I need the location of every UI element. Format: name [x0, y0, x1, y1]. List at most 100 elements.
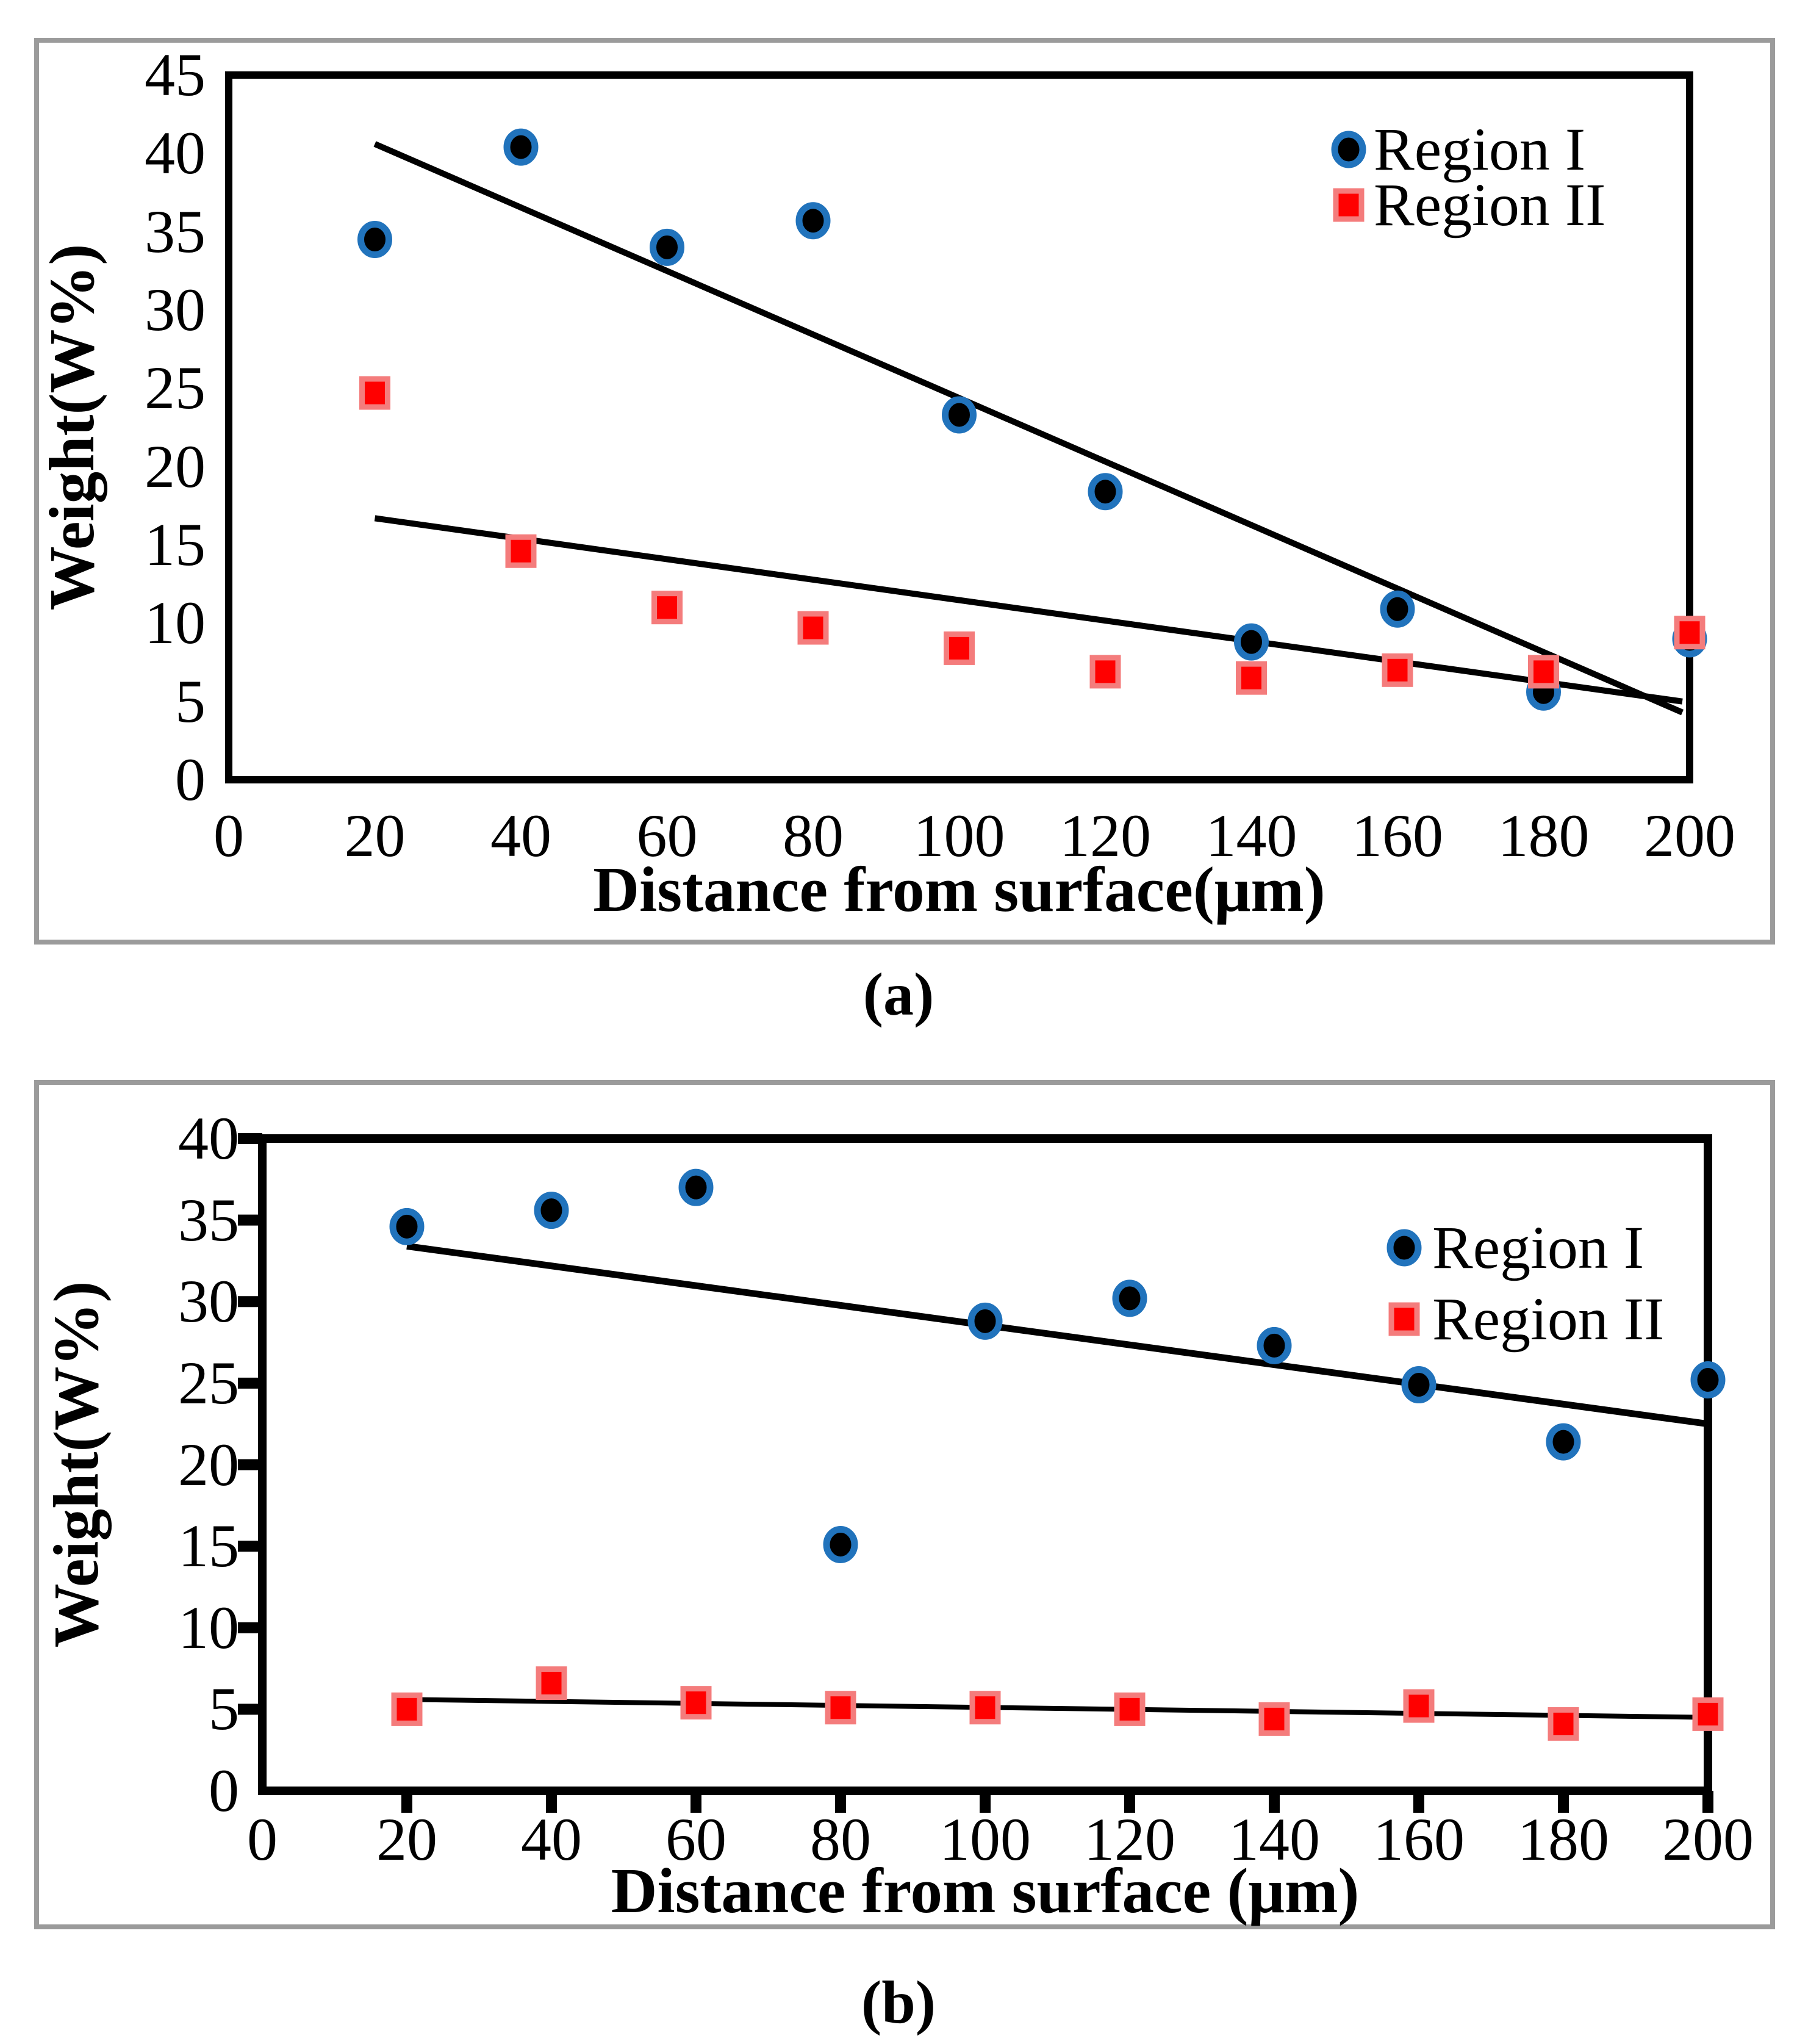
- panel-a-x-tick-label-180: 180: [1498, 802, 1590, 869]
- panel-a-x-tick-label-100: 100: [913, 802, 1005, 869]
- panel-b-y-tick-mark: [238, 1622, 262, 1633]
- panel-b-y-tick-mark: [238, 1133, 262, 1144]
- panel-a-y-tick-label-5: 5: [175, 667, 206, 735]
- panel-b-data-point-circle-x100: [967, 1302, 1003, 1340]
- panel-a-y-tick-label-15: 15: [145, 511, 206, 578]
- panel-a-x-tick-label-160: 160: [1352, 802, 1443, 869]
- panel-a-y-tick-label-0: 0: [175, 746, 206, 813]
- panel-a-legend-label-region-1: Region I: [1374, 115, 1586, 183]
- panel-b-y-tick-mark: [238, 1377, 262, 1389]
- panel-b-y-tick-mark: [238, 1541, 262, 1552]
- panel-a-legend-square-icon: [1333, 188, 1365, 222]
- panel-a-data-point-square-x80: [797, 611, 829, 645]
- panel-b-x-tick-label-40: 40: [521, 1805, 582, 1873]
- panel-b-trendline-1: [406, 1242, 1709, 1428]
- panel-b-x-tick-mark: [690, 1791, 701, 1813]
- panel-b-y-tick-label-10: 10: [178, 1593, 239, 1661]
- panel-b-data-point-circle-x60: [678, 1168, 714, 1206]
- panel-a-data-point-circle-x140: [1234, 623, 1269, 661]
- panel-a-trendline-1: [373, 141, 1684, 716]
- panel-a-data-point-square-x40: [505, 534, 537, 568]
- panel-a-trendline-2: [374, 515, 1683, 705]
- panel-b-y-tick-label-25: 25: [178, 1348, 239, 1417]
- panel-a-data-point-square-x160: [1382, 653, 1413, 687]
- panel-a-x-tick-label-80: 80: [783, 802, 844, 869]
- panel-a-data-point-square-x180: [1528, 655, 1559, 689]
- panel-b-x-tick-mark: [546, 1791, 557, 1813]
- panel-b-data-point-square-x60: [680, 1686, 712, 1720]
- panel-b-x-tick-mark: [1413, 1791, 1424, 1813]
- panel-b-x-tick-mark: [1124, 1791, 1135, 1813]
- panel-b-caption-label: (b): [861, 1968, 936, 2036]
- panel-b-data-point-square-x180: [1548, 1707, 1579, 1741]
- panel-a-data-point-square-x140: [1236, 661, 1267, 695]
- panel-b-data-point-circle-x200: [1690, 1361, 1726, 1399]
- panel-b-data-point-square-x120: [1114, 1692, 1146, 1726]
- panel-a-y-tick-label-25: 25: [145, 354, 206, 422]
- panel-b-legend-label-region-1: Region I: [1432, 1214, 1645, 1281]
- panel-b-y-tick-label-35: 35: [178, 1186, 239, 1254]
- panel-a-caption-label: (a): [863, 960, 934, 1028]
- panel-a-data-point-square-x100: [944, 631, 975, 665]
- panel-a-legend-label-region-2: Region II: [1374, 171, 1606, 239]
- panel-a-y-tick-label-35: 35: [145, 197, 206, 265]
- panel-a-x-tick-label-0: 0: [213, 802, 244, 869]
- panel-b-y-tick-mark: [238, 1214, 262, 1226]
- panel-b-data-point-square-x200: [1692, 1697, 1724, 1731]
- panel-b-x-tick-mark: [401, 1791, 412, 1813]
- panel-b-x-tick-mark: [835, 1791, 846, 1813]
- panel-b-data-point-circle-x80: [823, 1525, 858, 1563]
- panel-a-x-tick-label-200: 200: [1644, 802, 1735, 869]
- panel-a-plot-frame: [225, 71, 1693, 783]
- panel-a-x-tick-label-120: 120: [1060, 802, 1151, 869]
- panel-b-data-point-circle-x160: [1401, 1366, 1437, 1404]
- panel-b-data-point-circle-x120: [1112, 1279, 1147, 1317]
- panel-b-x-tick-label-80: 80: [810, 1805, 871, 1873]
- panel-a-x-tick-label-40: 40: [490, 802, 551, 869]
- panel-a-data-point-square-x200: [1674, 616, 1706, 650]
- panel-a-data-point-circle-x120: [1088, 473, 1123, 511]
- panel-b-y-tick-mark: [238, 1459, 262, 1470]
- panel-a-y-tick-label-40: 40: [145, 119, 206, 187]
- panel-b-data-point-square-x20: [391, 1692, 423, 1726]
- panel-b-y-tick-label-20: 20: [178, 1430, 239, 1499]
- panel-b-x-tick-mark: [1558, 1791, 1569, 1813]
- panel-b-x-tick-mark: [1702, 1791, 1713, 1813]
- panel-b-data-point-square-x160: [1403, 1689, 1435, 1723]
- panel-a-y-tick-label-20: 20: [145, 432, 206, 500]
- panel-b-trendline-2: [406, 1697, 1709, 1720]
- panel-a-y-tick-label-10: 10: [145, 589, 206, 657]
- panel-b-y-tick-label-15: 15: [178, 1512, 239, 1580]
- panel-a-x-tick-label-140: 140: [1205, 802, 1297, 869]
- panel-b-x-tick-mark: [1269, 1791, 1280, 1813]
- panel-b-y-tick-label-40: 40: [178, 1104, 239, 1172]
- panel-b-y-tick-mark: [238, 1296, 262, 1308]
- panel-a-data-point-circle-x60: [650, 228, 684, 266]
- panel-b-x-tick-label-180: 180: [1518, 1805, 1609, 1873]
- panel-b-legend-circle-icon: [1386, 1229, 1422, 1267]
- panel-b-data-point-circle-x140: [1257, 1326, 1292, 1364]
- panel-b-x-tick-label-100: 100: [939, 1805, 1031, 1873]
- panel-a-data-point-circle-x20: [357, 221, 392, 258]
- panel-b-x-tick-mark: [980, 1791, 991, 1813]
- panel-a-y-tick-label-30: 30: [145, 276, 206, 344]
- panel-a-data-point-circle-x160: [1380, 590, 1415, 628]
- panel-b-x-tick-label-140: 140: [1228, 1805, 1320, 1873]
- panel-b-data-point-square-x140: [1258, 1702, 1290, 1736]
- panel-b-data-point-square-x40: [536, 1666, 567, 1700]
- panel-b-x-tick-label-200: 200: [1662, 1805, 1754, 1873]
- panel-a-y-tick-label-45: 45: [145, 41, 206, 109]
- panel-b-y-tick-label-0: 0: [209, 1757, 239, 1824]
- panel-b-x-tick-label-0: 0: [247, 1805, 278, 1873]
- panel-b-x-tick-label-20: 20: [376, 1805, 437, 1873]
- panel-b-y-tick-label-5: 5: [209, 1675, 239, 1743]
- panel-a-box: [34, 38, 1775, 945]
- panel-a-data-point-circle-x100: [942, 396, 977, 434]
- panel-a-x-axis-title: Distance from surface(μm): [593, 854, 1325, 925]
- panel-b-x-axis-title: Distance from surface (μm): [611, 1855, 1360, 1926]
- panel-b-x-tick-label-120: 120: [1084, 1805, 1175, 1873]
- panel-b-data-point-circle-x180: [1546, 1423, 1581, 1461]
- panel-a-data-point-square-x120: [1089, 655, 1121, 689]
- panel-b-x-tick-label-160: 160: [1373, 1805, 1465, 1873]
